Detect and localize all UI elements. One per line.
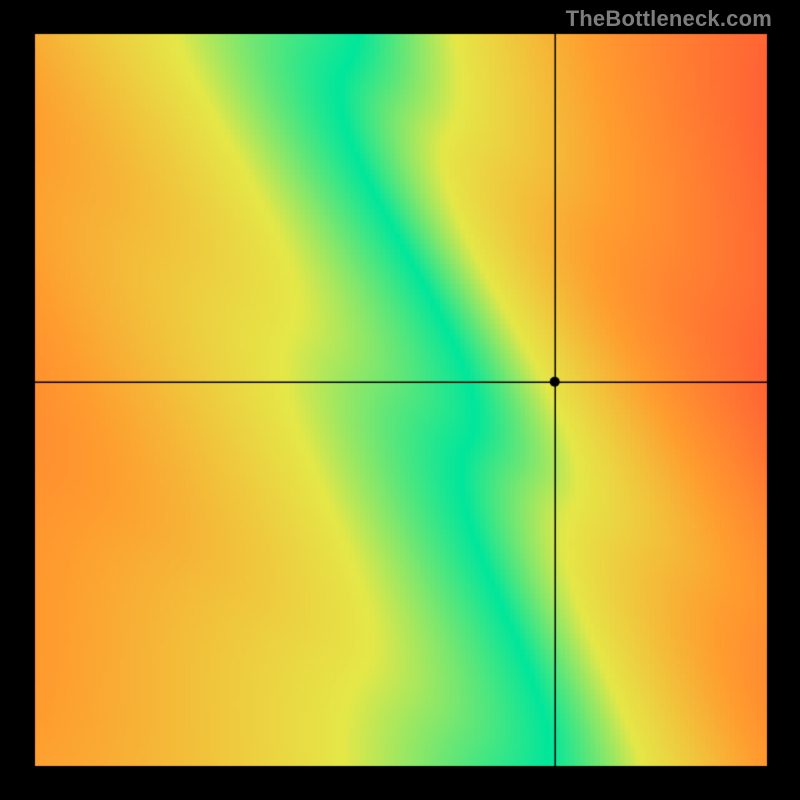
watermark-text: TheBottleneck.com — [566, 6, 772, 32]
heatmap-canvas — [0, 0, 800, 800]
chart-container: TheBottleneck.com — [0, 0, 800, 800]
